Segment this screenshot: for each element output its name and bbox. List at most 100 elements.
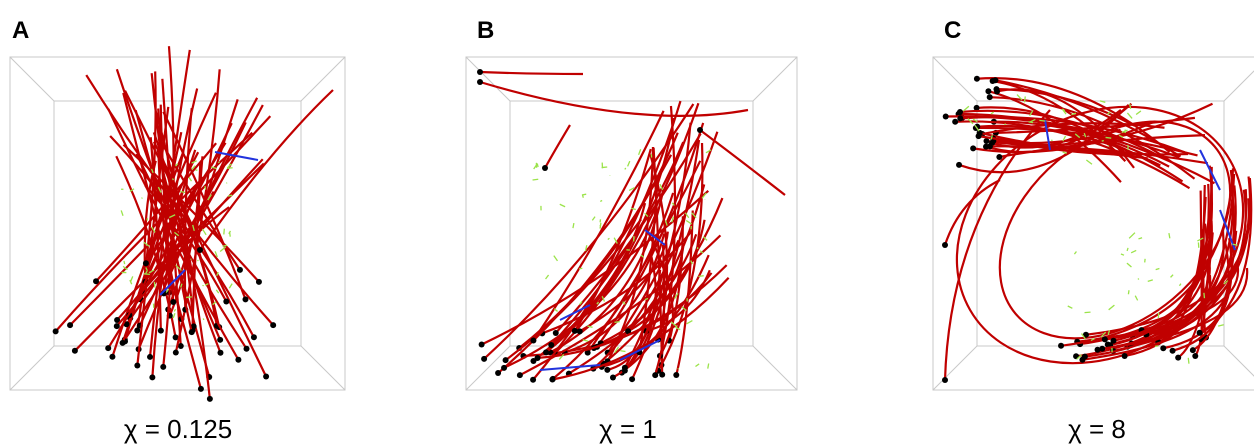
filament-end — [957, 115, 964, 122]
filament-end — [501, 364, 508, 371]
filament — [675, 210, 694, 376]
filament — [955, 120, 1191, 190]
crosslink — [681, 306, 687, 311]
crosslink — [1134, 295, 1139, 301]
filament-end — [1101, 336, 1108, 343]
filament — [479, 80, 749, 117]
crosslink — [591, 216, 596, 221]
panel-c — [932, 56, 1254, 391]
box-edge — [752, 345, 798, 391]
box-outer — [932, 56, 1254, 391]
crosslink — [1028, 121, 1034, 124]
filament-end — [994, 88, 1001, 95]
panel-caption: χ = 0.125 — [124, 414, 232, 444]
crosslink — [640, 254, 644, 258]
filament-end — [584, 349, 591, 356]
crosslink — [601, 296, 606, 302]
filament-end — [609, 374, 616, 381]
filament — [159, 104, 175, 303]
crosslink — [1223, 280, 1229, 285]
motor — [1044, 119, 1051, 151]
filament-end — [957, 109, 964, 116]
box-edge — [932, 345, 978, 391]
filament — [174, 69, 221, 353]
filament-end — [530, 376, 537, 383]
crosslink — [172, 313, 176, 319]
crosslink — [631, 207, 636, 211]
filament — [149, 137, 162, 331]
filament-end — [1121, 353, 1128, 360]
filament-end — [956, 161, 963, 168]
filament-end — [197, 247, 203, 253]
filament-end — [105, 345, 112, 352]
filament-end — [243, 345, 250, 352]
motor — [619, 339, 661, 361]
filament-end — [996, 153, 1003, 160]
filament-end — [197, 385, 204, 392]
crosslink — [215, 289, 220, 294]
crosslink — [627, 160, 631, 167]
crosslink — [545, 274, 550, 280]
motor — [644, 229, 666, 246]
filament — [943, 179, 1001, 246]
filament — [1124, 173, 1236, 358]
box-edge — [300, 56, 346, 102]
crosslink — [701, 192, 707, 199]
crosslink — [695, 363, 700, 368]
crosslink — [572, 222, 575, 229]
filament — [550, 141, 685, 346]
crosslink — [1135, 110, 1142, 116]
filament — [479, 70, 584, 76]
filament — [135, 153, 248, 350]
crosslink — [1137, 278, 1140, 280]
crosslink — [699, 250, 704, 254]
filament-end — [1110, 337, 1117, 344]
filament-end — [986, 143, 993, 150]
filament-end — [974, 123, 981, 130]
box-edge — [465, 345, 511, 391]
filament — [579, 231, 669, 333]
filament — [136, 106, 170, 366]
filament-end — [134, 327, 141, 334]
crosslink — [1023, 96, 1026, 103]
crosslink — [1197, 237, 1204, 242]
filament-end — [160, 363, 167, 370]
filament — [150, 73, 193, 333]
filament-end — [170, 299, 177, 306]
crosslink — [216, 271, 219, 277]
filament-end — [542, 165, 548, 171]
crosslink — [620, 350, 626, 353]
crosslink — [1099, 100, 1106, 103]
panel-caption: χ = 8 — [1068, 414, 1126, 444]
filament — [977, 124, 1161, 167]
crosslink — [175, 163, 179, 167]
filament — [602, 197, 724, 365]
filament — [1077, 267, 1239, 343]
crosslink — [1118, 134, 1124, 138]
box-outer — [465, 56, 798, 391]
crosslink — [972, 118, 978, 123]
crosslink — [141, 197, 143, 199]
filament-end — [149, 374, 156, 381]
box-edge — [1223, 70, 1254, 102]
filament-end — [142, 260, 149, 267]
crosslink — [622, 301, 626, 305]
crosslink — [219, 246, 227, 252]
filament — [600, 246, 685, 345]
filament-end — [534, 354, 541, 361]
filament-end — [255, 278, 262, 285]
filament — [122, 92, 202, 390]
filament-end — [1082, 331, 1089, 338]
crosslink — [180, 283, 183, 288]
crosslink — [150, 168, 154, 174]
crosslink — [1168, 233, 1171, 239]
crosslink — [1128, 232, 1136, 239]
filament — [1109, 175, 1213, 347]
crosslink — [532, 178, 539, 181]
box-edge — [1223, 345, 1254, 377]
crosslink — [122, 265, 128, 271]
filament-end — [223, 298, 230, 305]
filament-end — [119, 339, 126, 346]
filament-end — [942, 113, 949, 120]
